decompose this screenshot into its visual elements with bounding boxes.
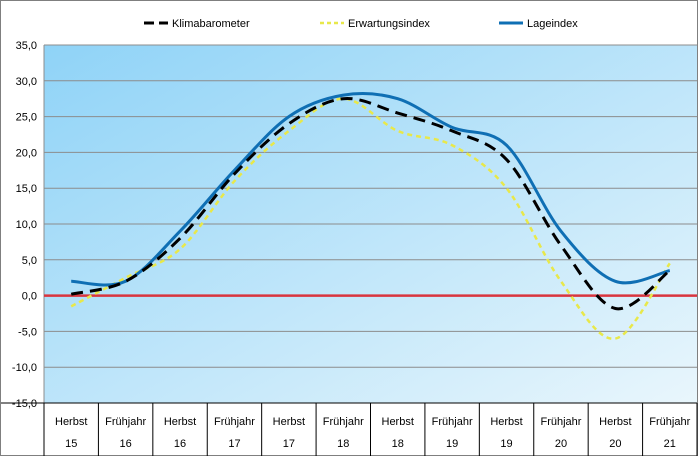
category-season-label: Herbst	[273, 416, 305, 428]
category-year-label: 18	[392, 438, 404, 450]
legend-label: Klimabarometer	[172, 18, 250, 30]
legend-label: Lageindex	[527, 18, 578, 30]
category-season-label: Frühjahr	[540, 416, 581, 428]
series-lines	[70, 92, 671, 340]
x-axis-table: Herbst 15 Frühjahr 16 Herbst 16 Frühjahr 17 Herb…	[1, 402, 698, 456]
category-season-label: Frühjahr	[649, 416, 690, 428]
category-year-label: 20	[609, 438, 621, 450]
category-year-label: 16	[174, 438, 186, 450]
y-tick-label: -10,0	[12, 362, 37, 374]
y-tick-label: 20,0	[16, 147, 37, 159]
y-tick-label: 15,0	[16, 183, 37, 195]
category-year-label: 17	[283, 438, 295, 450]
series-line-klimabarometer	[70, 97, 671, 311]
series-line-lageindex	[71, 92, 671, 287]
y-tick-label: 35,0	[16, 40, 37, 52]
category-season-label: Herbst	[382, 416, 414, 428]
category-season-label: Frühjahr	[105, 416, 146, 428]
category-year-label: 19	[500, 438, 512, 450]
y-tick-label: 10,0	[16, 219, 37, 231]
category-season-label: Herbst	[55, 416, 87, 428]
category-year-label: 20	[555, 438, 567, 450]
legend: Klimabarometer Erwartungsindex Lageindex	[144, 18, 578, 30]
y-tick-label: 5,0	[22, 255, 37, 267]
y-tick-label: -5,0	[18, 326, 37, 338]
y-tick-label: 25,0	[16, 112, 37, 124]
y-tick-label: 30,0	[16, 76, 37, 88]
category-season-label: Frühjahr	[214, 416, 255, 428]
category-season-label: Herbst	[599, 416, 631, 428]
category-season-label: Herbst	[164, 416, 196, 428]
category-year-label: 21	[664, 438, 676, 450]
category-season-label: Herbst	[490, 416, 522, 428]
category-year-label: 15	[65, 438, 77, 450]
category-season-label: Frühjahr	[432, 416, 473, 428]
category-year-label: 19	[446, 438, 458, 450]
legend-label: Erwartungsindex	[348, 18, 430, 30]
category-year-label: 18	[337, 438, 349, 450]
category-season-label: Frühjahr	[323, 416, 364, 428]
y-axis-ticks: 35,0 30,0 25,0 20,0 15,0 10,0 5,0 0,0 -5,0 -10,0 -…	[12, 40, 37, 410]
category-year-label: 16	[120, 438, 132, 450]
y-tick-label: -15,0	[12, 398, 37, 410]
category-year-label: 17	[228, 438, 240, 450]
y-tick-label: 0,0	[22, 291, 37, 303]
